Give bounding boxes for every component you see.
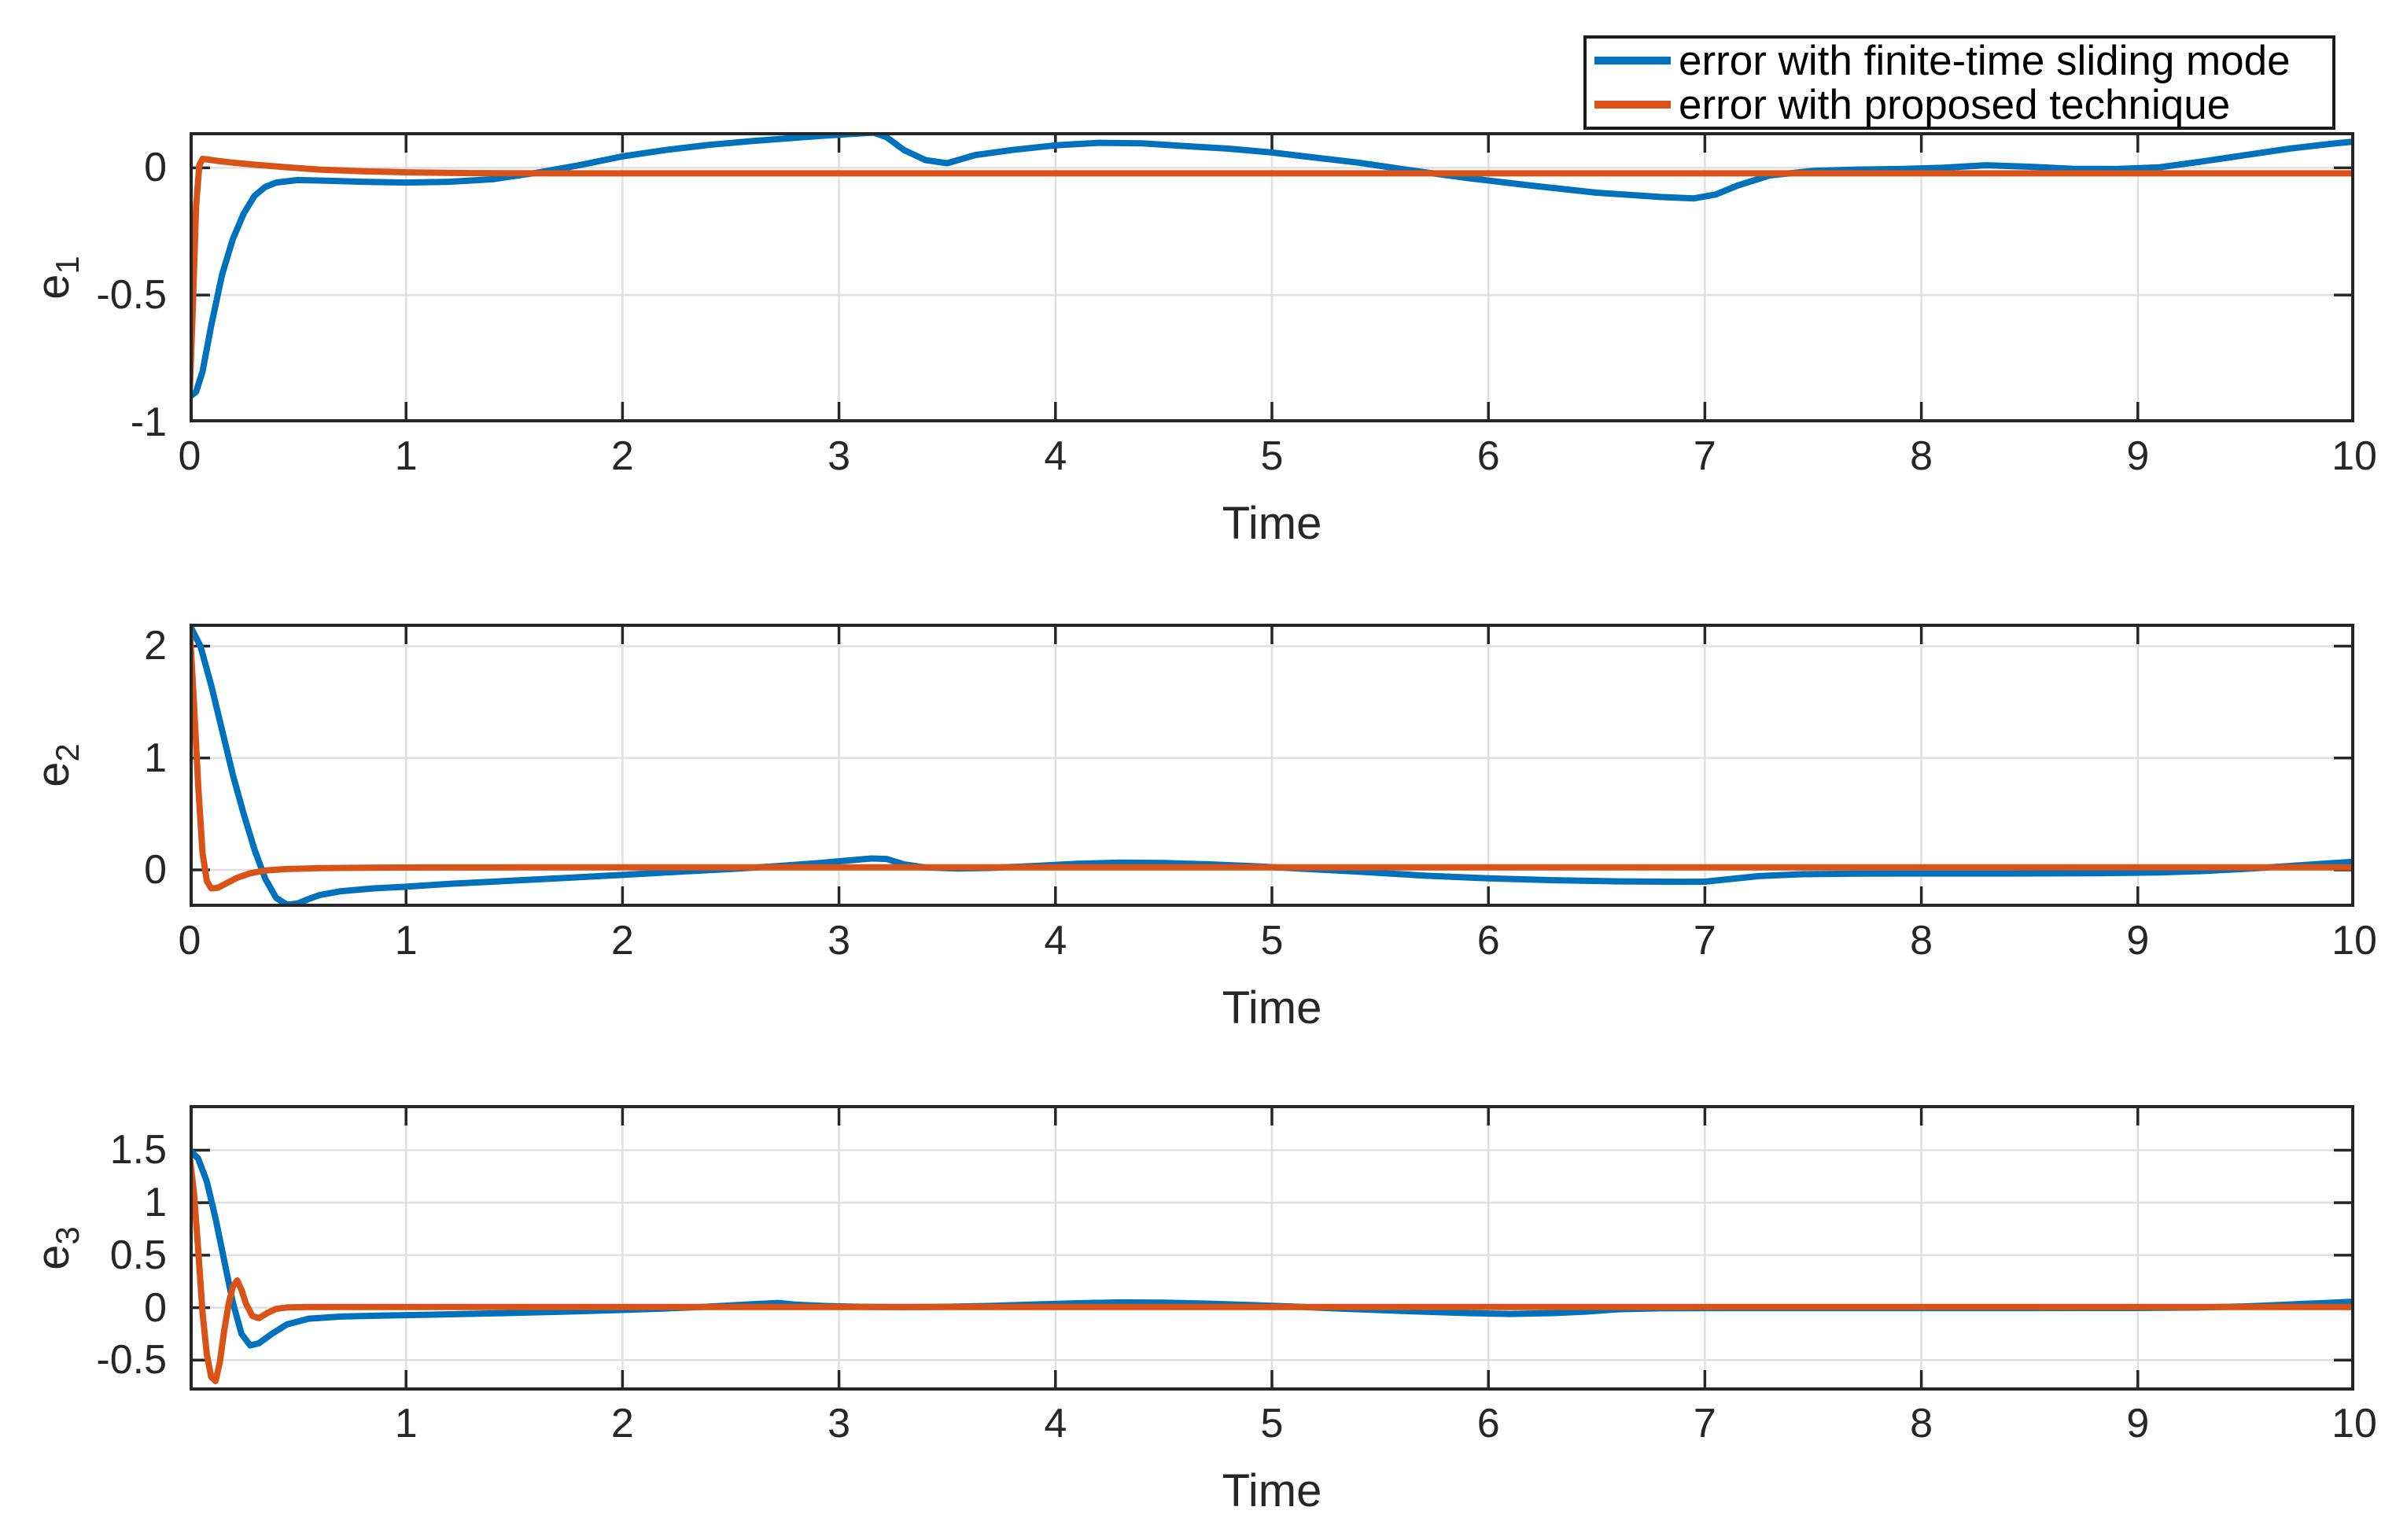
x-tick-label: 8 — [1910, 433, 1933, 479]
y-tick-label: 0 — [144, 145, 167, 191]
x-tick-label: 9 — [2126, 1401, 2150, 1446]
y-tick-label: -0.5 — [96, 1337, 167, 1383]
legend-entry-sliding-mode: error with finite-time sliding mode — [1587, 39, 2332, 83]
legend-label-proposed: error with proposed technique — [1679, 81, 2231, 128]
x-tick-label: 3 — [828, 433, 851, 479]
legend-box: error with finite-time sliding mode erro… — [1583, 35, 2335, 130]
x-tick-label: 6 — [1476, 1401, 1500, 1446]
y-tick-labels-e2: 2 1 0 — [0, 623, 178, 907]
y-tick-labels-e1: 0 -0.5 -1 — [0, 132, 178, 445]
legend-label-sliding-mode: error with finite-time sliding mode — [1679, 37, 2291, 84]
y-tick-label: 0 — [144, 1284, 167, 1331]
x-tick-label: 6 — [1476, 918, 1500, 963]
y-tick-label: 1 — [144, 1180, 167, 1226]
x-tick-label: 5 — [1260, 918, 1284, 963]
x-tick-label: 8 — [1910, 1401, 1933, 1446]
legend-line-blue-icon — [1594, 57, 1671, 64]
x-tick-label: 8 — [1910, 918, 1933, 963]
legend-entry-proposed: error with proposed technique — [1587, 83, 2332, 127]
x-tick-label: 4 — [1044, 918, 1067, 963]
y-tick-label: -0.5 — [96, 272, 167, 319]
y-tick-label: 1.5 — [109, 1127, 167, 1173]
x-tick-label: 7 — [1693, 918, 1716, 963]
x-tick-label: 1 — [394, 433, 418, 479]
x-tick-label: 4 — [1044, 1401, 1067, 1446]
x-tick-label: 2 — [610, 433, 634, 479]
x-tick-label: 3 — [828, 1401, 851, 1446]
y-tick-label: -1 — [130, 400, 167, 445]
x-tick-label: 0 — [178, 433, 201, 479]
x-tick-label: 9 — [2126, 433, 2150, 479]
y-tick-label: 0.5 — [109, 1232, 167, 1278]
x-tick-label: 1 — [394, 918, 418, 963]
legend-line-orange-icon — [1594, 101, 1671, 109]
x-tick-labels-e2: 0 1 2 3 4 5 6 7 8 9 10 — [179, 917, 2377, 967]
x-axis-label-time-1: Time — [1222, 498, 1322, 549]
y-tick-label: 2 — [144, 623, 167, 669]
y-tick-label: 1 — [144, 735, 167, 781]
y-tick-label: 0 — [144, 847, 167, 893]
x-tick-label: 7 — [1693, 433, 1716, 479]
plot-area-e3 — [190, 1105, 2354, 1391]
x-tick-labels-e3: 1 2 3 4 5 6 7 8 9 10 — [190, 1400, 2377, 1450]
x-axis-label-time-2: Time — [1222, 982, 1322, 1033]
x-tick-label: 10 — [2331, 1401, 2377, 1446]
x-tick-label: 0 — [178, 918, 201, 963]
x-tick-label: 3 — [828, 918, 851, 963]
x-tick-label: 10 — [2331, 433, 2377, 479]
x-tick-label: 7 — [1693, 1401, 1716, 1446]
x-tick-label: 2 — [610, 1401, 634, 1446]
plot-area-e2 — [190, 624, 2354, 907]
plot-area-e1 — [190, 132, 2354, 422]
x-tick-label: 9 — [2126, 918, 2150, 963]
x-axis-label-time-3: Time — [1222, 1465, 1322, 1516]
x-tick-label: 6 — [1476, 433, 1500, 479]
x-tick-label: 4 — [1044, 433, 1067, 479]
x-tick-label: 1 — [394, 1401, 418, 1446]
x-tick-label: 10 — [2331, 918, 2377, 963]
x-tick-label: 5 — [1260, 1401, 1284, 1446]
x-tick-labels-e1: 0 1 2 3 4 5 6 7 8 9 10 — [179, 433, 2377, 483]
x-tick-label: 5 — [1260, 433, 1284, 479]
y-tick-labels-e3: 1.5 1 0.5 0 -0.5 — [0, 1105, 178, 1391]
x-tick-label: 2 — [610, 918, 634, 963]
